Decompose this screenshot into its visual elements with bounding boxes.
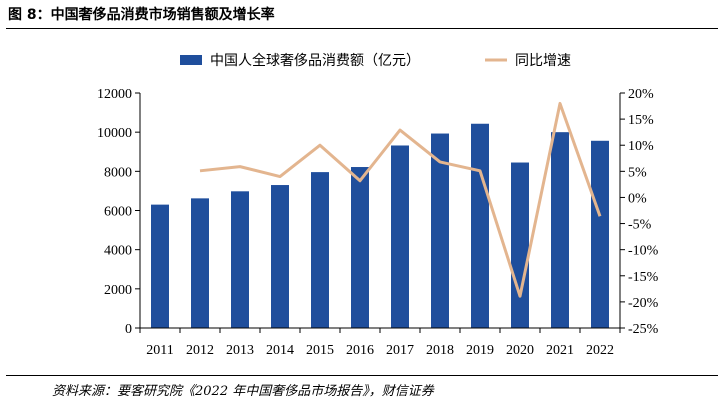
source-note: 资料来源：要客研究院《2022 年中国奢侈品市场报告》，财信证券 [52,384,434,399]
bottom-rule [6,375,718,376]
legend-label-bar: 中国人全球奢侈品消费额（亿元） [210,52,420,69]
right-tick-label: -10% [628,244,659,259]
left-tick-label: 4000 [104,244,132,259]
bar-2020 [511,162,529,328]
x-tick-label: 2015 [306,343,334,358]
left-tick-label: 10000 [97,126,132,141]
bar-2017 [391,145,409,328]
right-tick-label: 10% [628,139,654,154]
bar-2014 [271,185,289,328]
left-tick-label: 2000 [104,283,132,298]
right-tick-label: 20% [628,87,654,102]
bar-2019 [471,123,489,328]
x-tick-label: 2014 [266,343,294,358]
legend-swatch-bar [180,55,202,65]
left-tick-label: 6000 [104,205,132,220]
left-tick-label: 8000 [104,165,132,180]
bar-2021 [551,132,569,328]
bar-2011 [151,204,169,328]
bar-2018 [431,133,449,328]
figure-title: 图 8：中国奢侈品消费市场销售额及增长率 [8,7,275,23]
x-tick-label: 2016 [346,343,374,358]
right-tick-label: 5% [628,165,647,180]
x-tick-label: 2019 [466,343,494,358]
left-tick-label: 12000 [97,87,132,102]
legend-label-line: 同比增速 [515,53,571,69]
x-tick-label: 2017 [386,343,414,358]
x-tick-label: 2022 [586,343,614,358]
right-tick-label: -20% [628,296,659,311]
x-tick-label: 2012 [186,343,214,358]
right-tick-label: -5% [628,218,652,233]
x-tick-label: 2013 [226,343,254,358]
bar-2016 [351,167,369,328]
bar-2013 [231,191,249,328]
axes [135,92,625,333]
x-tick-label: 2018 [426,343,454,358]
bar-2012 [191,198,209,328]
tick-labels: 0 2000 4000 6000 8000 10000 12000 -25% -20% -15% -… [97,87,659,358]
bar-2022 [591,140,609,328]
right-tick-label: 0% [628,191,647,206]
right-tick-label: -25% [628,322,659,337]
top-rule [6,28,718,29]
left-tick-label: 0 [125,322,132,337]
right-tick-label: 15% [628,113,654,128]
x-tick-label: 2020 [506,343,534,358]
bar-2015 [311,172,329,328]
bar-series [151,123,609,328]
x-tick-label: 2021 [546,343,574,358]
line-series [199,101,602,298]
right-tick-label: -15% [628,270,659,285]
x-tick-label: 2011 [146,343,173,358]
legend: 中国人全球奢侈品消费额（亿元） 同比增速 [180,52,571,69]
